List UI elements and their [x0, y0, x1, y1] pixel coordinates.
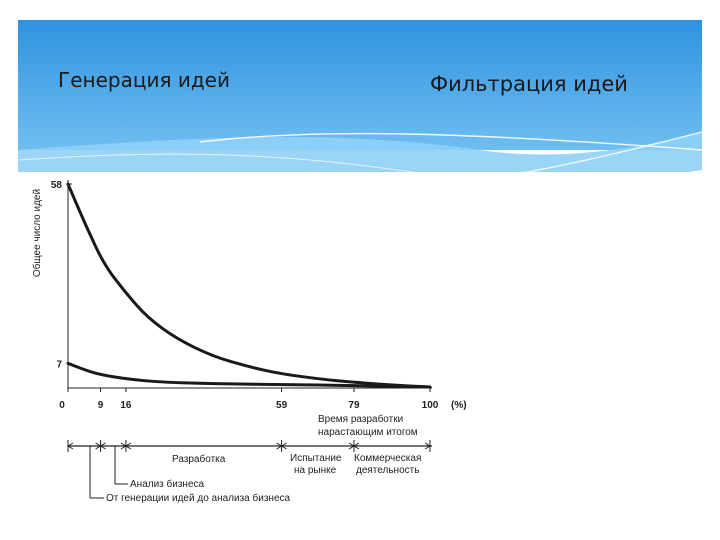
phase-development: Разработка	[172, 453, 226, 465]
series-line-1	[66, 361, 432, 389]
phase-commercial-2: деятельность	[356, 465, 419, 476]
phase-commercial-1: Коммерческая	[354, 453, 421, 464]
x-tick-label-4: 79	[348, 400, 360, 411]
y-tick-label-0: 58	[51, 180, 63, 191]
timeline-arrow-left-3	[280, 442, 287, 450]
series-lines	[66, 182, 432, 389]
timeline-markers	[67, 440, 431, 452]
phase-market-test-1: Испытание	[290, 453, 342, 464]
phase-generation-to-analysis: От генерации идей до анализа бизнеса	[106, 492, 291, 504]
x-unit-label: (%)	[451, 400, 467, 411]
title-idea-generation: Генерация идей	[58, 68, 230, 92]
timeline-arrow-left-2	[124, 442, 132, 450]
x-tick-label-5: 100	[422, 400, 439, 411]
x-axis-label-line1: Время разработки	[318, 413, 403, 425]
timeline-arrow-left-0	[67, 442, 74, 450]
x-tick-label-3: 59	[276, 400, 288, 411]
phase-timeline: Разработка Испытание на рынке Коммерческ…	[67, 440, 432, 504]
x-tick-label-2: 16	[120, 400, 132, 411]
timeline-arrow-right-5	[424, 442, 431, 450]
x-ticks: 0 9 16 59 79 100	[59, 388, 439, 411]
y-axis-label: Общее число идей	[31, 189, 43, 277]
phase-business-analysis: Анализ бизнеса	[130, 478, 205, 490]
phase-market-test-2: на рынке	[294, 465, 337, 476]
y-tick-label-1: 7	[56, 359, 62, 370]
y-ticks: 58 7	[51, 180, 72, 370]
title-idea-filtering: Фильтрация идей	[430, 72, 628, 96]
x-tick-label-1: 9	[98, 400, 104, 411]
series-line-0	[66, 182, 432, 389]
x-axis-label-line2: нарастающим итогом	[318, 427, 418, 438]
axes	[67, 180, 432, 392]
x-tick-label-0: 0	[59, 400, 65, 411]
timeline-arrow-left-1	[99, 442, 106, 450]
timeline-arrow-left-4	[353, 442, 360, 450]
